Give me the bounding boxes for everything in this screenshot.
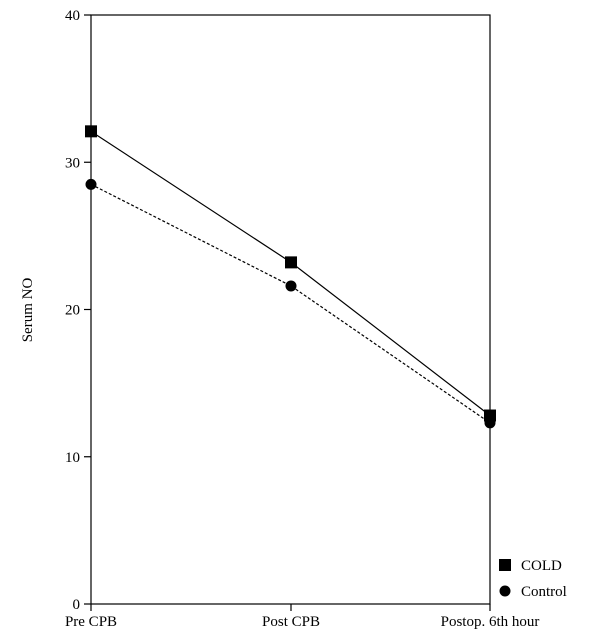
x-axis: Pre CPB Post CPB Postop. 6th hour: [65, 604, 539, 630]
data-point-cold: [85, 125, 97, 138]
series-layer: [85, 125, 496, 429]
y-tick-label: 40: [65, 8, 80, 24]
legend-label-control: Control: [521, 584, 567, 600]
y-tick-label: 0: [73, 597, 81, 613]
y-tick-label: 20: [65, 303, 80, 319]
y-tick-label: 30: [65, 155, 80, 171]
data-point-control: [285, 280, 297, 292]
y-axis: 0 10 20 30 40: [65, 8, 91, 613]
data-point-control: [85, 178, 97, 190]
series-line-control: [90, 183, 491, 424]
legend: COLD Control: [499, 558, 567, 600]
legend-marker-control: [499, 585, 511, 597]
data-point-cold: [285, 256, 297, 269]
legend-label-cold: COLD: [521, 558, 562, 574]
plot-frame: [90, 14, 491, 605]
legend-marker-cold: [499, 559, 511, 571]
y-tick-label: 10: [65, 450, 80, 466]
data-point-control: [484, 417, 496, 429]
y-axis-title: Serum NO: [20, 278, 36, 343]
series-line-cold: [90, 130, 491, 416]
x-tick-label: Post CPB: [262, 614, 320, 630]
x-tick-label: Pre CPB: [65, 614, 117, 630]
x-tick-label: Postop. 6th hour: [441, 614, 540, 630]
